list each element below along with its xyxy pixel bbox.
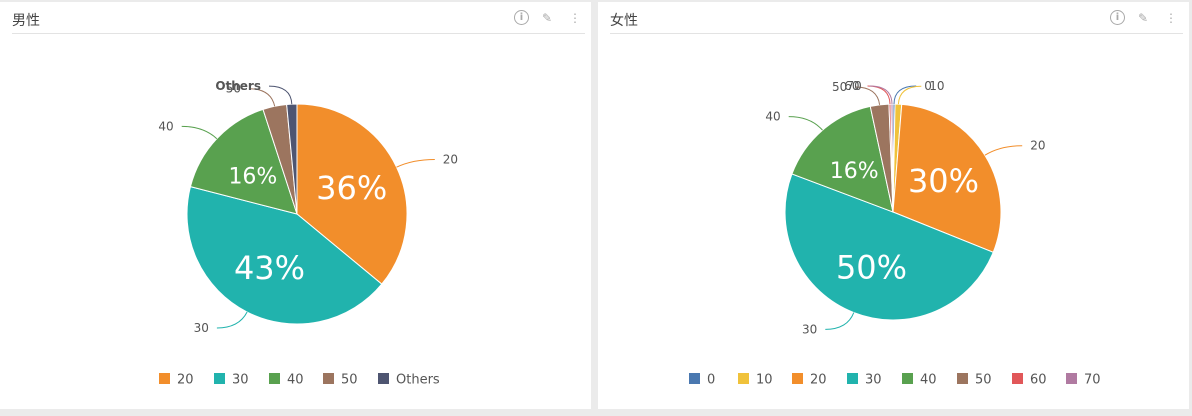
legend-swatch[interactable]	[689, 373, 700, 384]
slice-connector	[788, 116, 823, 131]
legend-swatch[interactable]	[159, 373, 170, 384]
pencil-icon[interactable]: ✎	[1137, 11, 1149, 25]
legend-swatch[interactable]	[738, 373, 749, 384]
slice-connector	[181, 125, 218, 140]
slice-category-label: 40	[158, 119, 173, 133]
slice-connector	[897, 85, 922, 105]
legend-swatch[interactable]	[902, 373, 913, 384]
legend: 0 10 20 30 40 50 60 70	[689, 373, 1101, 388]
legend-label[interactable]: 40	[920, 373, 937, 388]
legend-label[interactable]: 60	[1030, 373, 1047, 388]
pie-slices	[186, 103, 408, 325]
slice-percent-label: 16%	[228, 165, 277, 190]
legend-label[interactable]: 10	[756, 373, 773, 388]
legend-label[interactable]: 0	[707, 373, 715, 388]
legend-swatch[interactable]	[378, 373, 389, 384]
slice-category-label: 20	[443, 153, 458, 167]
legend-label[interactable]: 50	[975, 373, 992, 388]
panel-divider	[610, 33, 1183, 34]
slice-connector	[855, 86, 881, 105]
slice-connector	[268, 85, 293, 105]
info-icon[interactable]: i	[1110, 10, 1125, 25]
legend-label[interactable]: 30	[232, 373, 249, 388]
panel-title: 男性	[12, 13, 40, 29]
pie-slices	[784, 103, 1002, 321]
legend-label[interactable]: 40	[287, 373, 304, 388]
pie-slice-40[interactable]	[791, 105, 894, 213]
slice-percent-label: 50%	[836, 248, 907, 286]
slice-percent-label: 16%	[830, 159, 879, 184]
panel-divider	[12, 33, 585, 34]
legend-swatch[interactable]	[1012, 373, 1023, 384]
slice-connector	[869, 85, 893, 105]
slice-connector	[396, 159, 435, 168]
slice-connector	[984, 145, 1023, 156]
slice-category-label: 40	[765, 110, 780, 124]
pie-slice-70[interactable]	[890, 103, 894, 213]
slice-category-label: 60	[844, 79, 859, 93]
pencil-icon[interactable]: ✎	[541, 11, 553, 25]
pie-slice-20[interactable]	[296, 103, 408, 285]
legend-swatch[interactable]	[323, 373, 334, 384]
info-icon[interactable]: i	[514, 10, 529, 25]
slice-connector	[216, 311, 248, 329]
slice-connector	[825, 312, 855, 330]
legend-swatch[interactable]	[1066, 373, 1077, 384]
slice-percent-label: 36%	[316, 169, 387, 207]
slice-percent-label: 30%	[908, 162, 979, 200]
legend-swatch[interactable]	[214, 373, 225, 384]
slice-category-label: 30	[802, 322, 817, 336]
slice-category-label: 0	[924, 79, 932, 93]
legend-swatch[interactable]	[957, 373, 968, 384]
pie-slice-20[interactable]	[892, 103, 1002, 253]
legend-swatch[interactable]	[792, 373, 803, 384]
legend-label[interactable]: Others	[396, 373, 440, 388]
slice-category-label: 70	[847, 79, 862, 93]
legend: 20 30 40 50 Others	[159, 373, 440, 388]
slice-connector	[248, 88, 276, 107]
slice-connector	[893, 85, 917, 105]
chart-panel-male: 男性 i ✎ ⋮ 36% 20 43% 30 16% 40 50 Others 20 30 40 50…	[0, 2, 591, 409]
pie-slice-30[interactable]	[784, 173, 994, 321]
pie-slice-others[interactable]	[286, 103, 298, 215]
pie-slice-30[interactable]	[186, 186, 383, 325]
legend-swatch[interactable]	[847, 373, 858, 384]
slice-percent-label: 43%	[234, 249, 305, 287]
legend-label[interactable]: 50	[341, 373, 358, 388]
slice-category-label: 20	[1030, 139, 1045, 153]
slice-category-label: 50	[226, 82, 241, 96]
more-vertical-icon[interactable]: ⋮	[1165, 11, 1177, 25]
slice-category-label: 50	[832, 80, 847, 94]
slice-category-label: 10	[929, 79, 944, 93]
panel-title: 女性	[610, 13, 638, 29]
legend-swatch[interactable]	[269, 373, 280, 384]
legend-label[interactable]: 70	[1084, 373, 1101, 388]
legend-label[interactable]: 20	[810, 373, 827, 388]
slice-category-label: Others	[215, 79, 261, 93]
pie-slice-40[interactable]	[189, 108, 298, 215]
legend-label[interactable]: 30	[865, 373, 882, 388]
legend-label[interactable]: 20	[177, 373, 194, 388]
slice-category-label: 30	[194, 321, 209, 335]
more-vertical-icon[interactable]: ⋮	[569, 11, 581, 25]
chart-panel-female: 女性 i ✎ ⋮ 0 10 30% 20 50% 30 16% 40 50 60 70 0 10 20 30…	[598, 2, 1189, 409]
